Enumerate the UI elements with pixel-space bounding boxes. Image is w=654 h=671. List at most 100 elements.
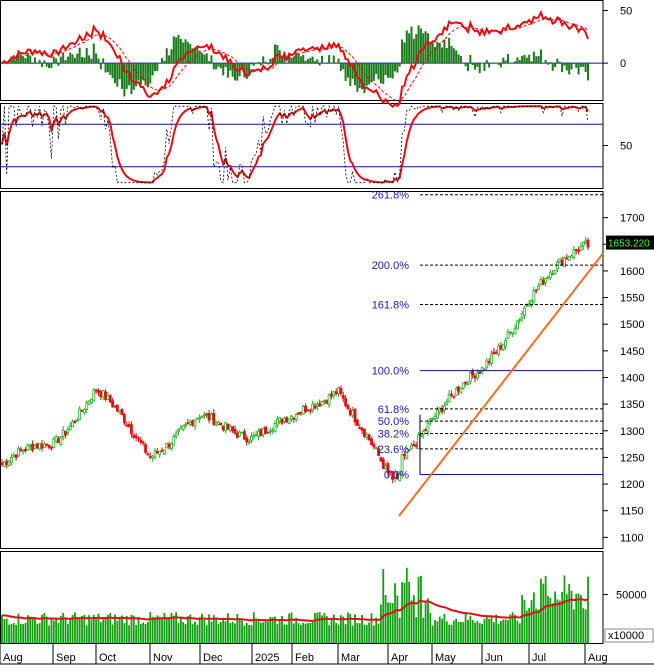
price-candle [115,404,119,412]
macd-histogram-bar [518,59,521,64]
volume-bar [518,623,521,643]
volume-bar [85,625,88,643]
macd-histogram-bar [351,63,354,79]
macd-histogram-bar [66,56,69,64]
price-candle [370,438,373,445]
volume-bar [43,612,46,643]
price-candle [186,422,190,425]
price-candle [341,394,345,399]
macd-histogram-bar [358,63,361,89]
price-candle [195,417,199,420]
price-candle [280,418,284,424]
volume-bar [210,621,213,643]
price-candle [50,446,53,449]
volume-bar [429,612,432,643]
price-candle [304,405,307,413]
price-candle [339,387,343,395]
macd-histogram-bar [297,52,300,64]
macd-histogram-bar [104,63,107,73]
volume-bar [504,619,507,643]
volume-bar [469,615,472,643]
price-candle [541,279,545,285]
macd-histogram-bar [215,63,218,70]
macd-histogram-bar [295,52,298,64]
macd-histogram-bar [554,63,557,68]
price-candle [320,400,324,406]
macd-histogram-bar [111,63,114,79]
macd-histogram-bar [97,58,100,64]
x-tick-label: 2025 [255,652,279,664]
price-candle [464,381,468,384]
price-candle [191,420,195,426]
volume-bar [104,616,107,643]
volume-bar [57,622,60,643]
x-tick-label: Oct [99,652,116,664]
macd-histogram-bar [483,63,486,71]
volume-bar [125,615,128,643]
price-candle [287,418,291,424]
price-candle [506,331,510,339]
price-candle [325,400,329,404]
macd-histogram-bar [398,63,401,67]
price-candle [99,391,103,398]
macd-histogram-bar [217,63,220,67]
volume-bar [438,616,441,643]
macd-histogram-bar [516,57,519,64]
volume-bar [408,581,411,643]
macd-histogram-bar [248,63,251,75]
price-candle [12,454,16,457]
volume-bar [488,618,491,643]
volume-bar [410,600,413,643]
volume-bar [92,614,95,643]
macd-histogram-bar [499,63,502,68]
macd-histogram-bar [121,63,124,89]
macd-histogram-bar [535,56,538,64]
macd-histogram-bar [544,59,547,64]
macd-histogram-bar [201,53,204,64]
volume-bar [137,616,140,643]
macd-histogram-bar [539,49,542,64]
price-candle [257,430,260,437]
volume-bar [34,618,36,643]
x-tick-label: Jul [532,652,546,664]
macd-histogram-bar [26,52,29,64]
price-candle [490,353,493,364]
volume-bar [177,622,180,643]
price-candle [299,411,303,414]
macd-histogram-bar [250,63,253,65]
volume-bar [462,622,465,643]
volume-bar [227,613,229,643]
price-candle [337,387,340,394]
price-candle [315,403,319,407]
volume-bar [441,618,443,643]
volume-bar [64,619,67,643]
macd-histogram-bar [363,63,366,94]
macd-histogram-bar [372,63,375,81]
price-candle [10,457,13,464]
price-candle [254,434,258,437]
macd-histogram-bar [208,61,211,64]
macd-histogram-bar [587,63,589,81]
volume-bar [245,622,248,643]
price-candle [523,307,526,316]
price-candle [278,417,282,422]
macd-histogram-bar [15,59,18,64]
volume-bar [495,614,498,643]
x-tick-label: Apr [391,652,408,664]
volume-bar [356,623,359,643]
volume-bar [375,617,378,643]
price-candle [259,428,263,437]
price-candle [292,417,296,420]
macd-histogram-bar [335,63,338,64]
volume-bar [532,592,535,643]
macd-histogram-bar [375,63,378,75]
price-y-tick-label: 1150 [620,506,644,518]
volume-bar [455,618,458,643]
volume-bar [535,608,538,643]
price-candle [28,444,32,447]
price-candle [459,387,463,394]
volume-bar [161,617,163,643]
fibonacci-label: 38.2% [378,428,409,440]
price-candle [360,427,364,431]
